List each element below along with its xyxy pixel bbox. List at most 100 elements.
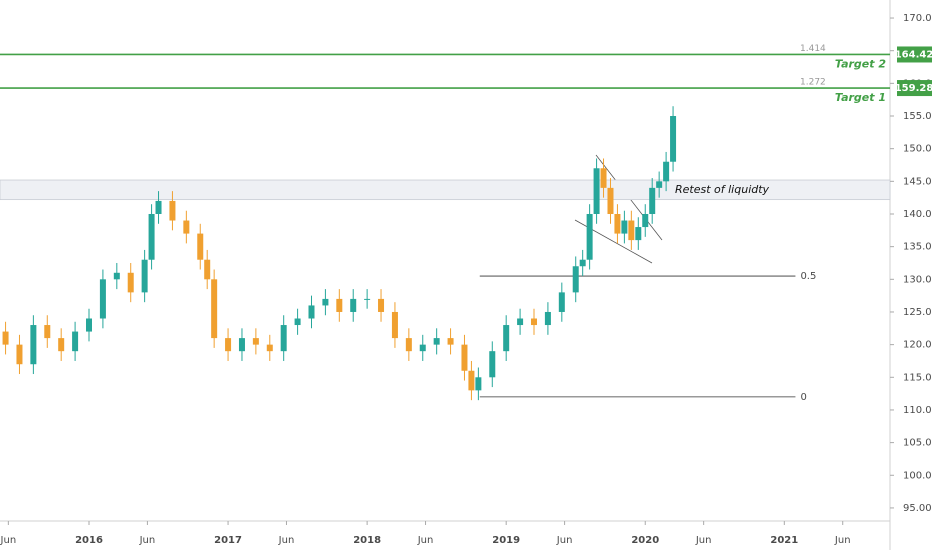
y-tick-label: 110.00 xyxy=(903,405,932,416)
candle-body xyxy=(391,311,398,339)
x-tick-label: 2020 xyxy=(631,535,659,546)
x-tick-label: Jun xyxy=(417,535,434,546)
x-tick-label: 2019 xyxy=(492,535,520,546)
target-name: Target 2 xyxy=(835,57,886,70)
price-tag-label: 159.28 xyxy=(895,83,932,94)
candle-body xyxy=(238,338,245,352)
candle-body xyxy=(419,344,426,352)
candle-body xyxy=(44,325,51,339)
x-tick-label: Jun xyxy=(695,535,712,546)
candle-body xyxy=(517,318,524,326)
candle-body xyxy=(197,233,204,260)
candle-body xyxy=(308,305,315,319)
candle-body xyxy=(614,213,621,234)
candle-body xyxy=(155,200,162,214)
candle-body xyxy=(127,272,134,293)
y-tick-label: 145.00 xyxy=(903,176,932,187)
candle-body xyxy=(656,181,663,188)
candle-body xyxy=(141,259,148,293)
y-tick-label: 150.00 xyxy=(903,144,932,155)
candle-body xyxy=(16,344,23,365)
candle-body xyxy=(252,338,259,345)
liquidity-zone xyxy=(0,179,891,201)
candle-body xyxy=(579,259,586,267)
x-tick-label: Jun xyxy=(0,535,16,546)
candle-body xyxy=(378,298,385,312)
candle-body xyxy=(461,344,468,371)
candle-body xyxy=(586,213,593,260)
candle-body xyxy=(572,266,579,293)
candle-body xyxy=(607,187,614,214)
candle-body xyxy=(99,279,106,319)
x-tick-label: 2016 xyxy=(75,535,103,546)
price-tag-label: 164.42 xyxy=(895,49,932,60)
candle-body xyxy=(350,298,357,312)
candle-body xyxy=(663,161,670,182)
candle-body xyxy=(72,331,79,352)
candle-body xyxy=(225,338,232,352)
x-tick-label: Jun xyxy=(556,535,573,546)
target-name: Target 1 xyxy=(835,91,886,104)
candle-body xyxy=(600,168,607,188)
zone-label: Retest of liquidty xyxy=(675,183,770,196)
candle-body xyxy=(489,351,496,378)
candle-body xyxy=(30,325,37,365)
x-tick-label: 2021 xyxy=(770,535,798,546)
candle-body xyxy=(475,377,482,391)
candle-body xyxy=(635,227,642,241)
candle-body xyxy=(364,298,371,300)
y-tick-label: 170.00 xyxy=(903,13,932,24)
x-tick-label: Jun xyxy=(139,535,156,546)
y-tick-label: 135.00 xyxy=(903,242,932,253)
candle-body xyxy=(294,318,301,326)
candle-body xyxy=(544,311,551,326)
x-tick-label: Jun xyxy=(278,535,295,546)
candle-body xyxy=(670,116,677,162)
candle-body xyxy=(593,168,600,214)
y-tick-label: 100.00 xyxy=(903,470,932,481)
candle-body xyxy=(113,272,120,280)
candle-body xyxy=(531,318,537,326)
y-tick-label: 115.00 xyxy=(903,372,932,383)
target-ratio: 1.414 xyxy=(800,44,826,54)
y-tick-label: 95.00 xyxy=(903,503,932,514)
x-tick-label: 2018 xyxy=(353,535,381,546)
y-tick-label: 155.00 xyxy=(903,111,932,122)
candle-body xyxy=(649,187,656,214)
candle-body xyxy=(642,213,649,228)
candle-body xyxy=(447,338,454,345)
y-tick-label: 130.00 xyxy=(903,274,932,285)
fib-label: 0 xyxy=(800,392,806,403)
candle-body xyxy=(468,370,475,391)
y-tick-label: 105.00 xyxy=(903,438,932,449)
candle-body xyxy=(169,200,176,221)
candle-body xyxy=(2,331,9,345)
candle-body xyxy=(322,298,329,306)
x-tick-label: 2017 xyxy=(214,535,242,546)
trend-line xyxy=(574,219,653,264)
candle-body xyxy=(621,220,628,234)
target-ratio: 1.272 xyxy=(800,78,826,88)
candle-body xyxy=(183,220,190,234)
candle-body xyxy=(58,338,65,352)
fib-label: 0.5 xyxy=(800,271,816,282)
y-tick-label: 120.00 xyxy=(903,340,932,351)
y-tick-label: 125.00 xyxy=(903,307,932,318)
price-tag xyxy=(897,80,932,97)
candle-body xyxy=(405,338,412,352)
candle-body xyxy=(558,292,565,312)
candle-body xyxy=(86,318,92,332)
y-tick-label: 140.00 xyxy=(903,209,932,220)
candle-body xyxy=(204,259,211,280)
candle-body xyxy=(336,298,343,312)
candle-body xyxy=(503,325,510,352)
candle-body xyxy=(628,220,635,241)
price-tag xyxy=(897,46,932,63)
x-tick-label: Jun xyxy=(834,535,851,546)
candle-body xyxy=(211,279,218,339)
candle-body xyxy=(148,213,155,260)
candle-body xyxy=(280,325,287,352)
candle-body xyxy=(433,338,440,345)
candle-body xyxy=(266,344,273,352)
